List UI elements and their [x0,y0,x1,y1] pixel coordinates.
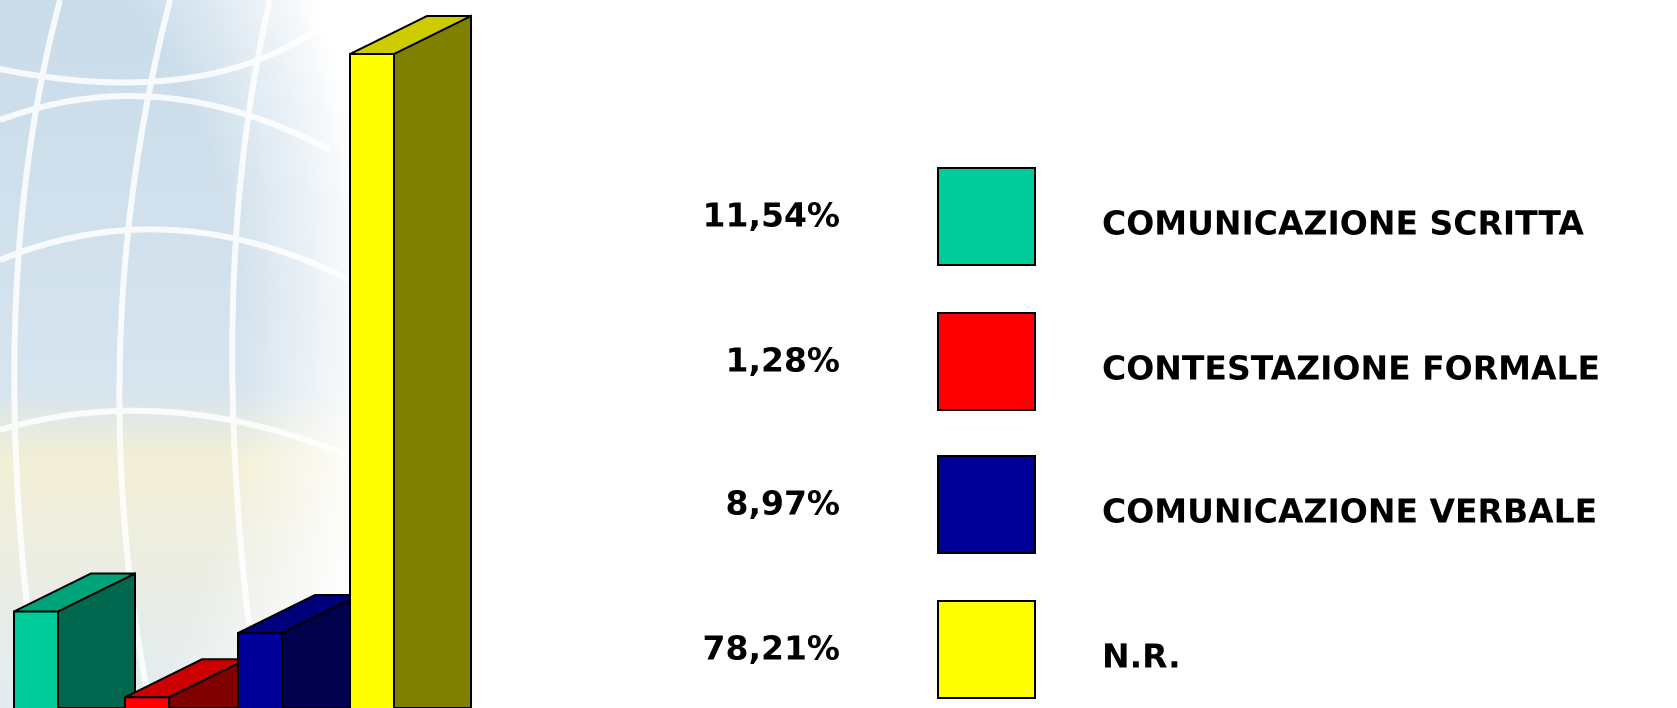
value-label: 1,28% [726,341,841,380]
legend-swatch [937,600,1036,699]
value-label: 78,21% [703,629,840,668]
bar [124,696,170,708]
bar [237,631,283,708]
legend-swatch [937,167,1036,266]
legend-swatch [937,455,1036,554]
legend: 11,54% COMUNICAZIONE SCRITTA 1,28% CONTESTA… [703,167,1600,699]
legend-label: N.R. [1102,637,1181,676]
legend-label: CONTESTAZIONE FORMALE [1102,349,1600,388]
value-label: 8,97% [726,484,841,523]
legend-swatch [937,312,1036,411]
legend-label: COMUNICAZIONE VERBALE [1102,492,1597,531]
background-globe [0,0,375,708]
bar [13,610,59,708]
bar [349,53,395,708]
bars [13,14,472,708]
value-label: 11,54% [703,196,840,235]
legend-label: COMUNICAZIONE SCRITTA [1102,204,1584,243]
bar-side [393,14,472,708]
